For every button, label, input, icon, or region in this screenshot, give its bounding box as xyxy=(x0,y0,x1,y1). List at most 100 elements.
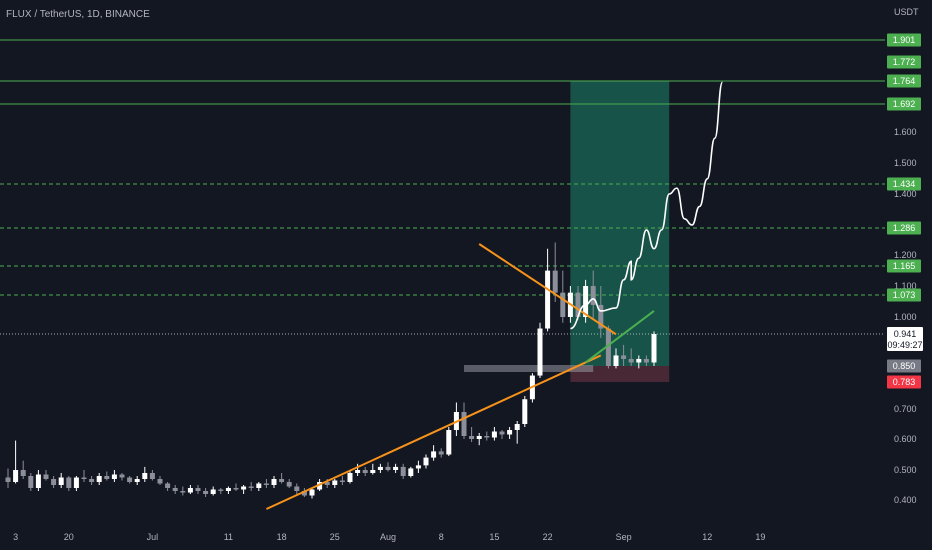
candle-body xyxy=(28,476,34,488)
candle-body xyxy=(438,451,444,455)
candle-body xyxy=(294,486,300,491)
candle-body xyxy=(415,465,421,469)
current-price-tag-bg xyxy=(887,327,923,351)
candle-body xyxy=(96,476,102,482)
price-tag-1.434: 1.434 xyxy=(893,179,916,189)
candle-body xyxy=(621,355,627,359)
candle-body xyxy=(73,477,79,488)
trendline-ascending xyxy=(265,354,602,510)
candle-body xyxy=(225,488,231,491)
support-zone xyxy=(464,365,594,372)
candle-body xyxy=(210,489,216,494)
y-tick-label: 0.500 xyxy=(894,465,917,475)
candle-body xyxy=(560,292,566,317)
price-tag-1.165: 1.165 xyxy=(893,261,916,271)
price-tag-stop: 0.783 xyxy=(893,377,916,387)
candle-body xyxy=(203,491,209,494)
candle-body xyxy=(180,491,186,493)
candle-body xyxy=(575,292,581,317)
candle-body xyxy=(370,470,376,473)
price-tag-entry-bg xyxy=(887,359,921,373)
candle-body xyxy=(332,480,338,485)
candle-body xyxy=(127,477,133,482)
price-tag-1.901-bg xyxy=(887,33,921,47)
x-tick-label: Jul xyxy=(147,532,159,542)
candle-body xyxy=(165,483,171,488)
candle-body xyxy=(142,473,148,479)
price-tag-1.901: 1.901 xyxy=(893,35,916,45)
candle-body xyxy=(362,470,368,473)
candle-body xyxy=(545,270,551,329)
candle-body xyxy=(66,477,72,488)
stop-zone xyxy=(570,366,670,382)
y-tick-label: 0.700 xyxy=(894,404,917,414)
y-tick-label: 1.600 xyxy=(894,127,917,137)
candle-body xyxy=(241,486,247,490)
candle-body xyxy=(469,436,475,439)
position-zones xyxy=(464,81,670,382)
x-axis: 3 20 Jul 11 18 25 Aug 8 15 22 Sep 12 19 xyxy=(13,532,765,542)
candle-body xyxy=(590,286,596,305)
candle-body xyxy=(355,470,361,473)
candle-body xyxy=(81,477,87,479)
candle-body xyxy=(400,466,406,476)
target-zone xyxy=(570,81,670,366)
price-tag-entry: 0.850 xyxy=(893,361,916,371)
candle-body xyxy=(157,479,163,484)
candle-body xyxy=(636,358,642,363)
price-tag-target: 1.772 xyxy=(893,57,916,67)
candle-body xyxy=(13,470,19,482)
y-tick-label: 0.600 xyxy=(894,434,917,444)
candle-body xyxy=(111,474,117,479)
countdown-tag: 09:49:27 xyxy=(887,340,922,350)
price-tag-1.434-bg xyxy=(887,177,921,191)
chart-title: FLUX / TetherUS, 1D, BINANCE xyxy=(6,9,150,20)
candle-body xyxy=(484,436,490,438)
candle-body xyxy=(35,474,41,488)
price-tag-1.692: 1.692 xyxy=(893,99,916,109)
candle-body xyxy=(499,431,505,435)
x-tick-label: 19 xyxy=(755,532,765,542)
candle-body xyxy=(248,486,254,488)
candle-body xyxy=(172,488,178,491)
candle-body xyxy=(58,477,64,485)
candle-body xyxy=(377,466,383,470)
price-tags: 1.901 1.764 1.692 1.434 1.286 1.165 1.073 1.772… xyxy=(887,33,923,389)
candle-body xyxy=(476,436,482,439)
x-tick-label: Sep xyxy=(616,532,632,542)
x-tick-label: Aug xyxy=(380,532,396,542)
candle-body xyxy=(651,334,657,363)
x-tick-label: 15 xyxy=(489,532,499,542)
y-tick-label: 1.000 xyxy=(894,312,917,322)
candle-body xyxy=(279,479,285,482)
price-tag-1.764-bg xyxy=(887,74,921,88)
candle-body xyxy=(256,483,262,488)
candle-body xyxy=(522,399,528,424)
price-tag-1.165-bg xyxy=(887,259,921,273)
candle-body xyxy=(5,477,11,482)
y-tick-label: 1.500 xyxy=(894,158,917,168)
price-tag-target-bg xyxy=(887,55,921,69)
candle-body xyxy=(233,488,239,490)
candle-body xyxy=(385,466,391,470)
candle-body xyxy=(309,489,315,496)
candle-body xyxy=(491,431,497,438)
y-tick-label: 1.400 xyxy=(894,189,917,199)
candle-body xyxy=(423,457,429,466)
price-tag-1.073-bg xyxy=(887,288,921,302)
candle-body xyxy=(43,474,49,479)
price-tag-1.764: 1.764 xyxy=(893,76,916,86)
candle-body xyxy=(461,412,467,436)
projection-path xyxy=(570,81,724,330)
candle-body xyxy=(263,483,269,485)
trendline-projection-support xyxy=(584,310,655,364)
resistance-levels xyxy=(0,39,885,335)
candle-body xyxy=(195,488,201,491)
current-price-tag: 0.941 xyxy=(894,329,917,339)
y-tick-label: 1.200 xyxy=(894,250,917,260)
candle-body xyxy=(119,474,125,478)
candle-body xyxy=(408,468,414,476)
price-tag-1.286-bg xyxy=(887,221,921,235)
candle-body xyxy=(514,424,520,430)
